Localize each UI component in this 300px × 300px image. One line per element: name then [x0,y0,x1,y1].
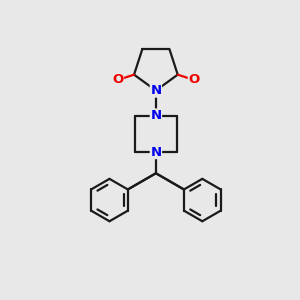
Text: N: N [150,146,161,159]
Text: O: O [188,74,200,86]
Text: O: O [112,74,123,86]
Text: N: N [150,84,161,97]
Text: N: N [150,109,161,122]
